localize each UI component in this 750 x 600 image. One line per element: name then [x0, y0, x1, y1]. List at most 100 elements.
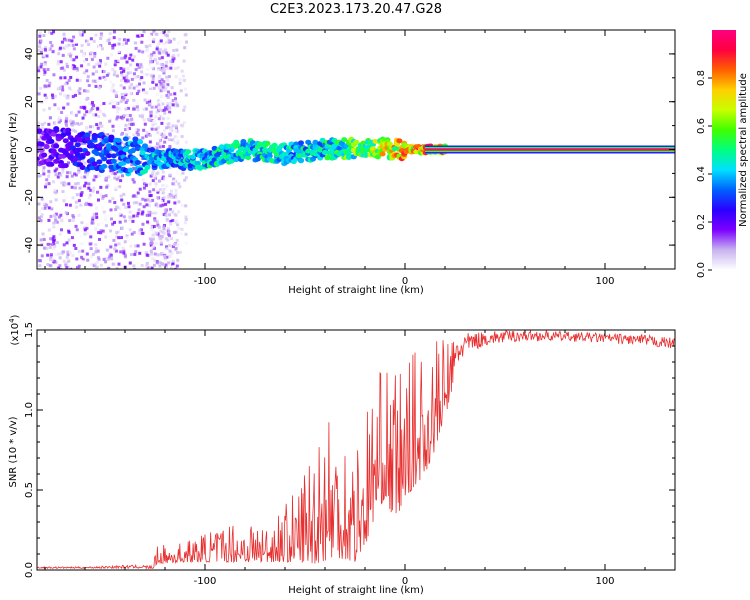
heatmap-cell: [119, 250, 123, 254]
heatmap-cell: [92, 178, 96, 182]
heatmap-cell: [182, 152, 189, 158]
heatmap-cell: [141, 113, 145, 117]
heatmap-cell: [65, 175, 69, 179]
heatmap-cell: [124, 107, 128, 111]
heatmap-cell: [175, 81, 179, 85]
heatmap-cell: [43, 47, 47, 51]
heatmap-cell: [145, 262, 149, 266]
heatmap-cell: [218, 144, 225, 150]
heatmap-cell: [197, 164, 204, 170]
heatmap-cell: [76, 122, 80, 126]
heatmap-cell: [154, 232, 158, 236]
heatmap-cell: [104, 260, 108, 264]
heatmap-cell: [44, 96, 48, 100]
heatmap-cell: [172, 177, 176, 181]
heatmap-cell: [91, 189, 95, 193]
heatmap-cell: [151, 209, 155, 213]
heatmap-cell: [84, 132, 91, 138]
heatmap-cell: [160, 121, 164, 125]
heatmap-cell: [113, 201, 117, 205]
heatmap-cell: [146, 220, 150, 224]
heatmap-cell: [68, 251, 72, 255]
heatmap-cell: [170, 266, 174, 269]
heatmap-cell: [135, 106, 139, 110]
heatmap-cell: [133, 252, 137, 256]
heatmap-cell: [133, 122, 137, 126]
heatmap-cell: [132, 214, 136, 218]
heatmap-cell: [172, 139, 176, 143]
heatmap-cell: [164, 64, 168, 68]
heatmap-cell: [89, 247, 93, 251]
y-tick-label: 20: [24, 95, 35, 108]
heatmap-cell: [168, 208, 172, 212]
heatmap-cell: [148, 145, 152, 149]
heatmap-cell: [142, 128, 146, 132]
heatmap-cell: [152, 54, 156, 58]
heatmap-cell: [134, 41, 138, 45]
heatmap-cell: [127, 205, 131, 209]
heatmap-cell: [91, 135, 98, 141]
heatmap-cell: [130, 147, 136, 153]
heatmap-cell: [101, 130, 105, 134]
heatmap-cell: [81, 159, 85, 163]
heatmap-cell: [41, 207, 45, 211]
heatmap-cell: [164, 237, 168, 241]
heatmap-cell: [149, 249, 153, 253]
heatmap-cell: [125, 236, 129, 240]
heatmap-cell: [132, 98, 136, 102]
heatmap-cell: [124, 128, 128, 132]
heatmap-cell: [41, 232, 45, 236]
heatmap-cell: [172, 182, 176, 186]
heatmap-cell: [102, 83, 106, 87]
heatmap-cell: [80, 44, 84, 48]
heatmap-cell: [174, 188, 178, 192]
heatmap-cell: [104, 62, 108, 66]
heatmap-cell: [103, 114, 107, 118]
heatmap-cell: [120, 73, 124, 77]
heatmap-cell: [60, 252, 64, 256]
heatmap-cell: [93, 51, 97, 55]
heatmap-cell: [64, 119, 68, 123]
heatmap-cell: [154, 105, 158, 109]
heatmap-cell: [132, 201, 136, 205]
heatmap-cell: [167, 117, 171, 121]
heatmap-cell: [156, 204, 160, 208]
heatmap-cell: [173, 179, 177, 183]
heatmap-cell: [101, 156, 108, 162]
heatmap-cell: [63, 82, 67, 86]
heatmap-cell: [71, 214, 75, 218]
heatmap-cell: [77, 110, 81, 114]
heatmap-cell: [112, 238, 116, 242]
heatmap-y-axis: -40 -20 0 20 40: [24, 29, 675, 270]
heatmap-cell: [372, 139, 379, 145]
heatmap-cell: [126, 201, 130, 205]
heatmap-cell: [240, 138, 247, 144]
heatmap-cell: [65, 127, 72, 133]
heatmap-cell: [117, 176, 121, 180]
heatmap-cell: [114, 187, 118, 191]
heatmap-cell: [136, 244, 140, 248]
heatmap-cell: [47, 46, 51, 50]
heatmap-cell: [145, 264, 149, 268]
heatmap-cell: [184, 140, 188, 144]
heatmap-cell: [87, 202, 91, 206]
heatmap-cell: [131, 75, 135, 79]
y-tick-label: -40: [24, 237, 35, 253]
heatmap-cell: [47, 30, 51, 34]
heatmap-cell: [94, 266, 98, 269]
heatmap-cell: [161, 191, 165, 195]
heatmap-cell: [146, 210, 150, 214]
heatmap-cell: [155, 55, 159, 59]
heatmap-cell: [60, 40, 64, 44]
heatmap-cell: [148, 182, 152, 186]
heatmap-cell: [145, 203, 149, 207]
heatmap-cell: [109, 229, 113, 233]
heatmap-cell: [154, 242, 158, 246]
heatmap-cell: [162, 134, 166, 138]
heatmap-cell: [171, 124, 175, 128]
heatmap-cell: [161, 88, 165, 92]
heatmap-cell: [118, 220, 122, 224]
heatmap-cell: [90, 101, 94, 105]
heatmap-cell: [53, 121, 57, 125]
heatmap-cell: [169, 136, 173, 140]
